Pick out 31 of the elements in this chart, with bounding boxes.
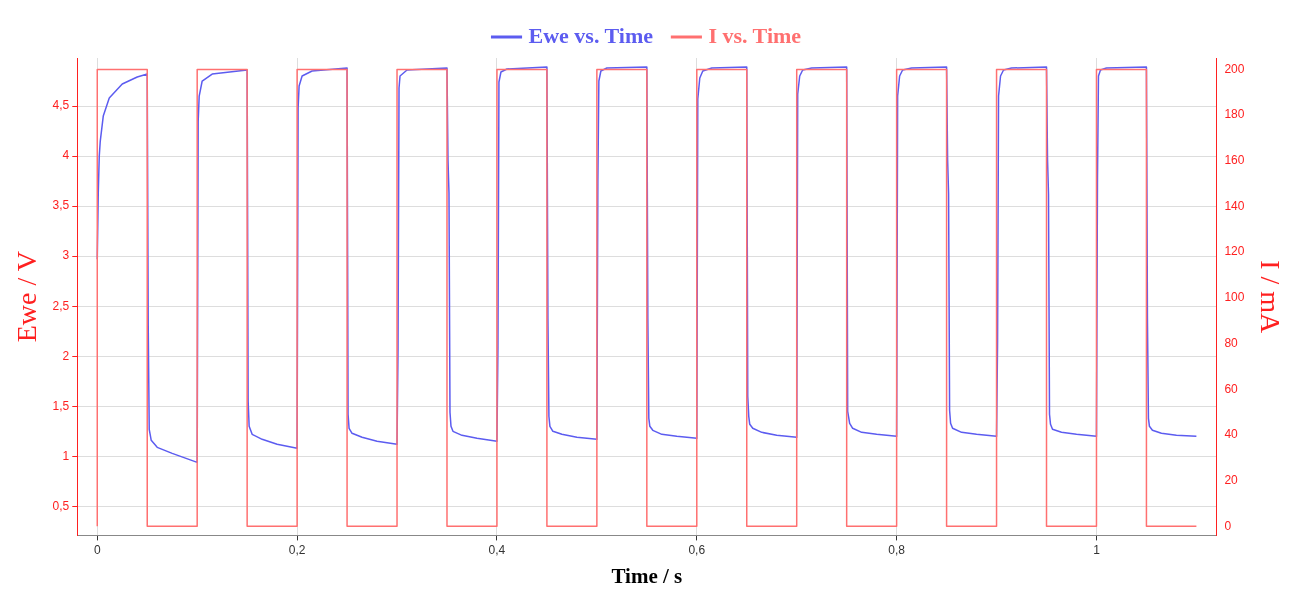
y2-axis-title: I / mA bbox=[1254, 260, 1286, 335]
y-tick-label: 1,5 bbox=[52, 398, 70, 413]
y2-tick-label: 160 bbox=[1224, 153, 1245, 168]
x-tick-label: 0,6 bbox=[688, 542, 706, 557]
y-tick-label: 2 bbox=[62, 348, 70, 363]
y-tick-label: 4,5 bbox=[52, 98, 70, 113]
y2-tick-label: 0 bbox=[1224, 518, 1232, 533]
y2-tick-label: 120 bbox=[1224, 244, 1245, 259]
legend-label: I vs. Time bbox=[708, 22, 802, 48]
legend-label: Ewe vs. Time bbox=[528, 22, 654, 48]
y-axis-title: Ewe / V bbox=[11, 251, 43, 343]
y2-tick-label: 80 bbox=[1224, 335, 1239, 350]
x-tick-label: 1 bbox=[1093, 542, 1101, 557]
y-tick-label: 4 bbox=[62, 148, 70, 163]
y-tick-label: 0,5 bbox=[52, 498, 70, 513]
y2-tick-label: 60 bbox=[1224, 381, 1239, 396]
y-tick-label: 3 bbox=[62, 248, 70, 263]
y2-tick-label: 100 bbox=[1224, 290, 1245, 305]
y2-tick-label: 200 bbox=[1224, 61, 1245, 76]
y-tick-label: 1 bbox=[62, 448, 70, 463]
y-tick-label: 2,5 bbox=[52, 298, 70, 313]
y2-tick-label: 40 bbox=[1224, 427, 1239, 442]
y-tick-label: 3,5 bbox=[52, 198, 70, 213]
x-tick-label: 0,8 bbox=[888, 542, 906, 557]
y2-tick-label: 180 bbox=[1224, 107, 1245, 122]
x-tick-label: 0,4 bbox=[488, 542, 506, 557]
y2-tick-label: 20 bbox=[1224, 472, 1239, 487]
x-tick-label: 0,2 bbox=[288, 542, 306, 557]
x-tick-label: 0 bbox=[93, 542, 101, 557]
x-axis-title: Time / s bbox=[611, 563, 683, 588]
y2-tick-label: 140 bbox=[1224, 198, 1245, 213]
